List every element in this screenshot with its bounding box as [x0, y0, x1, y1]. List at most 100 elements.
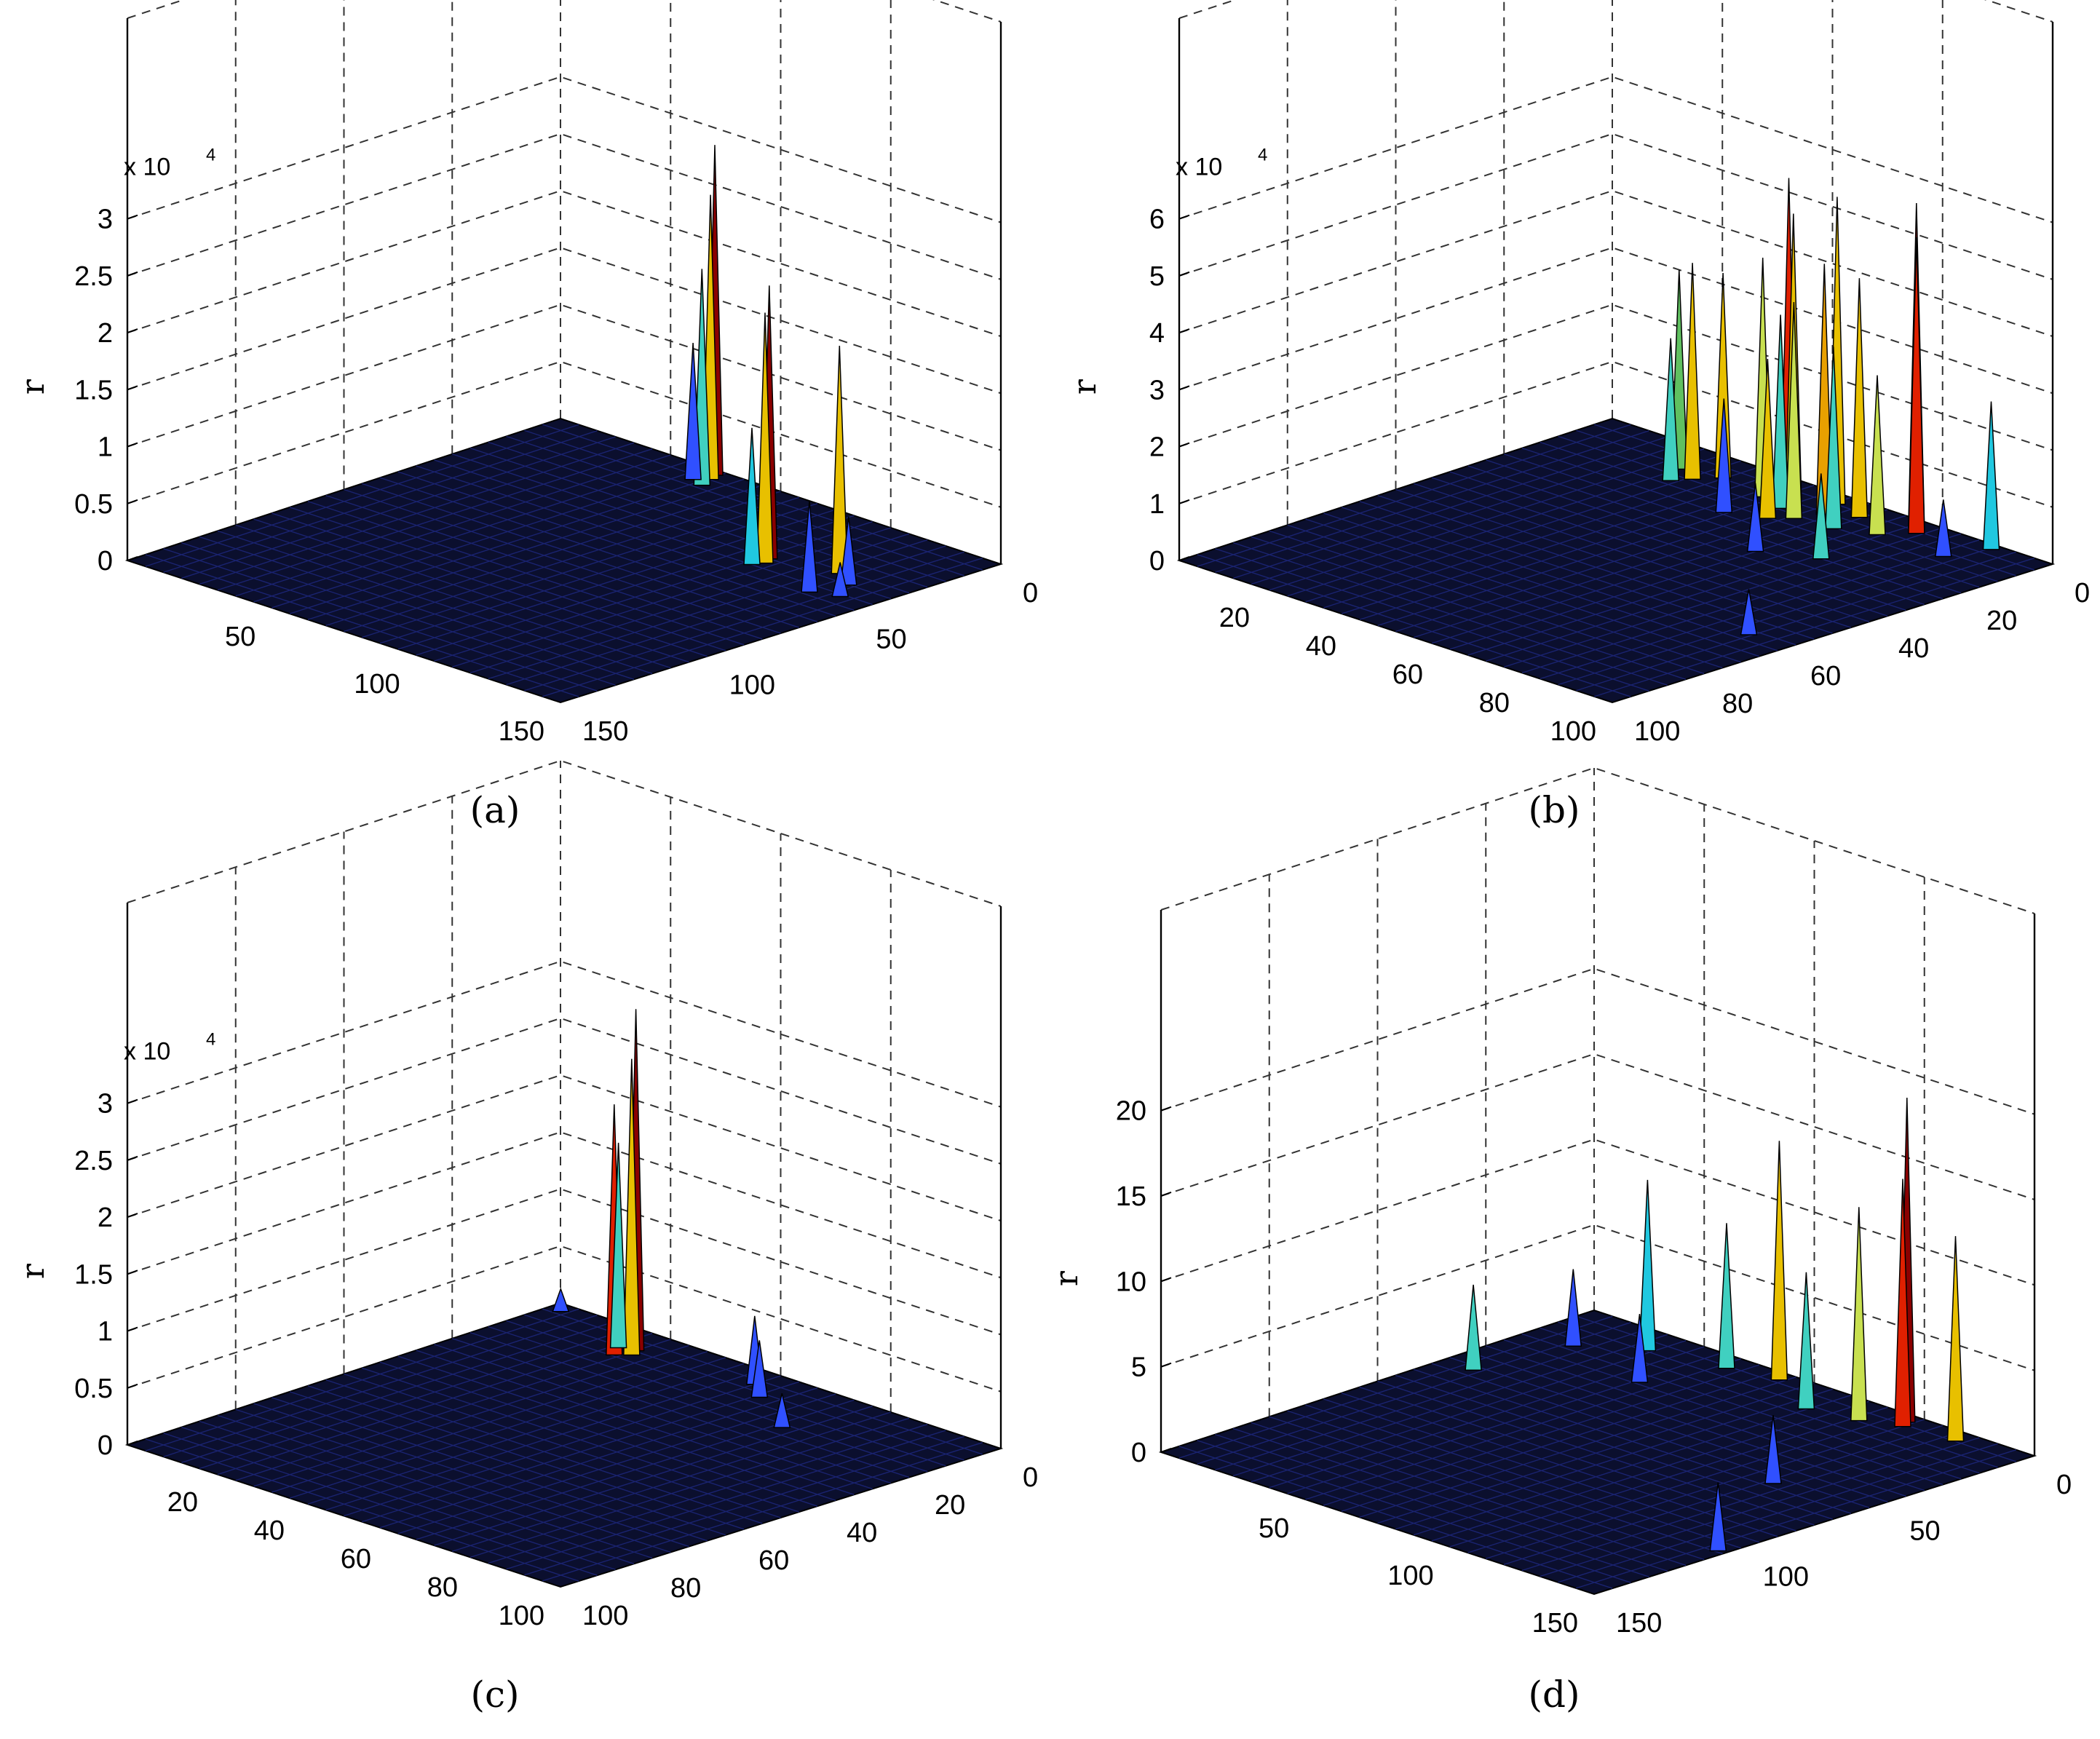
- surface-peak: [609, 1142, 627, 1349]
- left-axis-tick-label: 60: [1392, 659, 1423, 690]
- right-axis-tick-label: 20: [935, 1490, 965, 1521]
- mesh-line: [1575, 1449, 2017, 1589]
- left-axis-tick-label: 100: [499, 1601, 544, 1631]
- z-tick-mark: [1178, 214, 1190, 220]
- surface-peak: [1465, 1284, 1482, 1371]
- z-tick-mark: [127, 1098, 138, 1104]
- z-tick-mark: [1178, 328, 1190, 334]
- right-axis-tick-label: 150: [582, 716, 628, 747]
- z-tick-mark: [127, 1155, 138, 1161]
- left-axis-tick-label: 150: [1532, 1608, 1578, 1639]
- peaks: [1465, 1097, 1965, 1552]
- right-axis-tick-label: 100: [1634, 716, 1680, 747]
- surface-peak: [552, 1287, 570, 1312]
- panel-caption: (c): [470, 1673, 519, 1716]
- y-axis-label: r: [15, 1263, 52, 1279]
- right-axis-tick-label: 40: [847, 1518, 877, 1548]
- surface-peak: [831, 345, 849, 574]
- z-tick-label: 10: [1116, 1267, 1146, 1297]
- z-tick-mark: [127, 1441, 138, 1446]
- surface-peak: [1946, 1236, 1965, 1442]
- right-axis-tick-label: 0: [1023, 1462, 1038, 1493]
- z-tick-label: 4: [1149, 318, 1165, 349]
- grid-top-edge: [1160, 766, 2035, 914]
- mesh-line: [506, 435, 946, 582]
- z-tick-label: 1: [98, 432, 113, 463]
- right-axis-tick-label: 0: [2075, 578, 2090, 609]
- surface-peak: [1850, 278, 1869, 518]
- mesh-line: [1593, 557, 2035, 697]
- surface-peak: [756, 312, 774, 564]
- z-tick-mark: [1178, 499, 1190, 504]
- z-tick-mark: [1160, 1192, 1172, 1197]
- surface-peak: [839, 516, 857, 586]
- grid-lines: [127, 759, 1002, 1412]
- right-axis-tick-label: 80: [1722, 689, 1753, 719]
- z-tick-mark: [1160, 1106, 1172, 1112]
- right-axis-tick-label: 40: [1898, 633, 1929, 664]
- z-tick-label: 2: [1149, 432, 1165, 463]
- panel-b: 0 1 2 3 4 5 6 x 10 4 r 20 40 60 80 100 0 20 40 60 80 100 (b): [1066, 0, 2090, 831]
- z-tick-label: 2: [98, 318, 113, 349]
- surface-peak: [1825, 346, 1842, 530]
- z-tick-mark: [127, 442, 138, 448]
- panel-caption: (d): [1528, 1673, 1580, 1716]
- panel-caption: (a): [470, 789, 520, 831]
- surface-peak: [623, 1058, 641, 1356]
- right-axis-tick-label: 60: [758, 1545, 789, 1576]
- surface-peak: [1709, 1482, 1727, 1552]
- surface-peak: [1850, 1207, 1868, 1422]
- right-axis-tick-label: 80: [670, 1573, 701, 1604]
- z-multiplier-exponent: 4: [206, 146, 215, 165]
- z-multiplier-exponent: 4: [206, 1030, 215, 1050]
- grid-horizontal: [1178, 304, 2053, 451]
- mesh-line: [1558, 545, 1998, 686]
- left-axis-tick-label: 100: [354, 669, 400, 700]
- surface-peak: [1772, 314, 1789, 510]
- z-tick-mark: [127, 328, 138, 334]
- z-tick-mark: [1178, 385, 1190, 391]
- left-axis-tick-label: 20: [1219, 603, 1250, 633]
- right-axis-tick-label: 50: [1909, 1516, 1940, 1546]
- grid-horizontal: [127, 304, 1002, 451]
- z-tick-label: 15: [1116, 1181, 1146, 1212]
- z-tick-label: 6: [1149, 205, 1165, 235]
- left-axis-tick-label: 50: [1259, 1513, 1289, 1544]
- left-axis-tick-label: 20: [167, 1487, 198, 1518]
- z-tick-mark: [127, 556, 138, 561]
- peaks: [684, 145, 857, 598]
- grid-horizontal: [127, 1245, 1002, 1393]
- z-tick-label: 1: [1149, 489, 1165, 520]
- surface-peak: [1564, 1269, 1582, 1347]
- right-axis-tick-label: 150: [1616, 1608, 1662, 1639]
- grid-horizontal: [1160, 1224, 2035, 1371]
- z-tick-label: 3: [98, 1089, 113, 1120]
- surface-peak: [773, 1393, 791, 1428]
- z-tick-label: 0: [98, 1430, 113, 1461]
- surface-peak: [1812, 473, 1830, 560]
- grid-horizontal: [1160, 1138, 2035, 1286]
- z-tick-mark: [127, 1269, 138, 1275]
- z-tick-mark: [1178, 442, 1190, 448]
- grid-top-edge: [127, 0, 1002, 23]
- z-tick-label: 0: [1131, 1438, 1146, 1468]
- mesh-line: [506, 1430, 946, 1570]
- z-multiplier: x 10: [124, 1038, 170, 1066]
- left-axis-tick-label: 100: [1550, 716, 1596, 747]
- grid-horizontal: [127, 132, 1002, 280]
- z-tick-label: 3: [1149, 375, 1165, 405]
- z-tick-label: 20: [1116, 1096, 1146, 1127]
- z-tick-label: 2.5: [74, 1146, 113, 1176]
- surface-peak: [1770, 1141, 1788, 1381]
- grid-horizontal: [1160, 967, 2035, 1115]
- grid-horizontal: [127, 190, 1002, 338]
- left-axis-tick-label: 60: [341, 1544, 371, 1574]
- grid-horizontal: [1160, 1053, 2035, 1200]
- mesh-line: [524, 551, 964, 692]
- surface-peak: [1746, 483, 1764, 552]
- mesh-line: [506, 1320, 946, 1467]
- z-tick-mark: [127, 1383, 138, 1389]
- surface-peak: [1715, 398, 1733, 513]
- grid-horizontal: [127, 1074, 1002, 1222]
- grid-top-edge: [1178, 0, 2053, 23]
